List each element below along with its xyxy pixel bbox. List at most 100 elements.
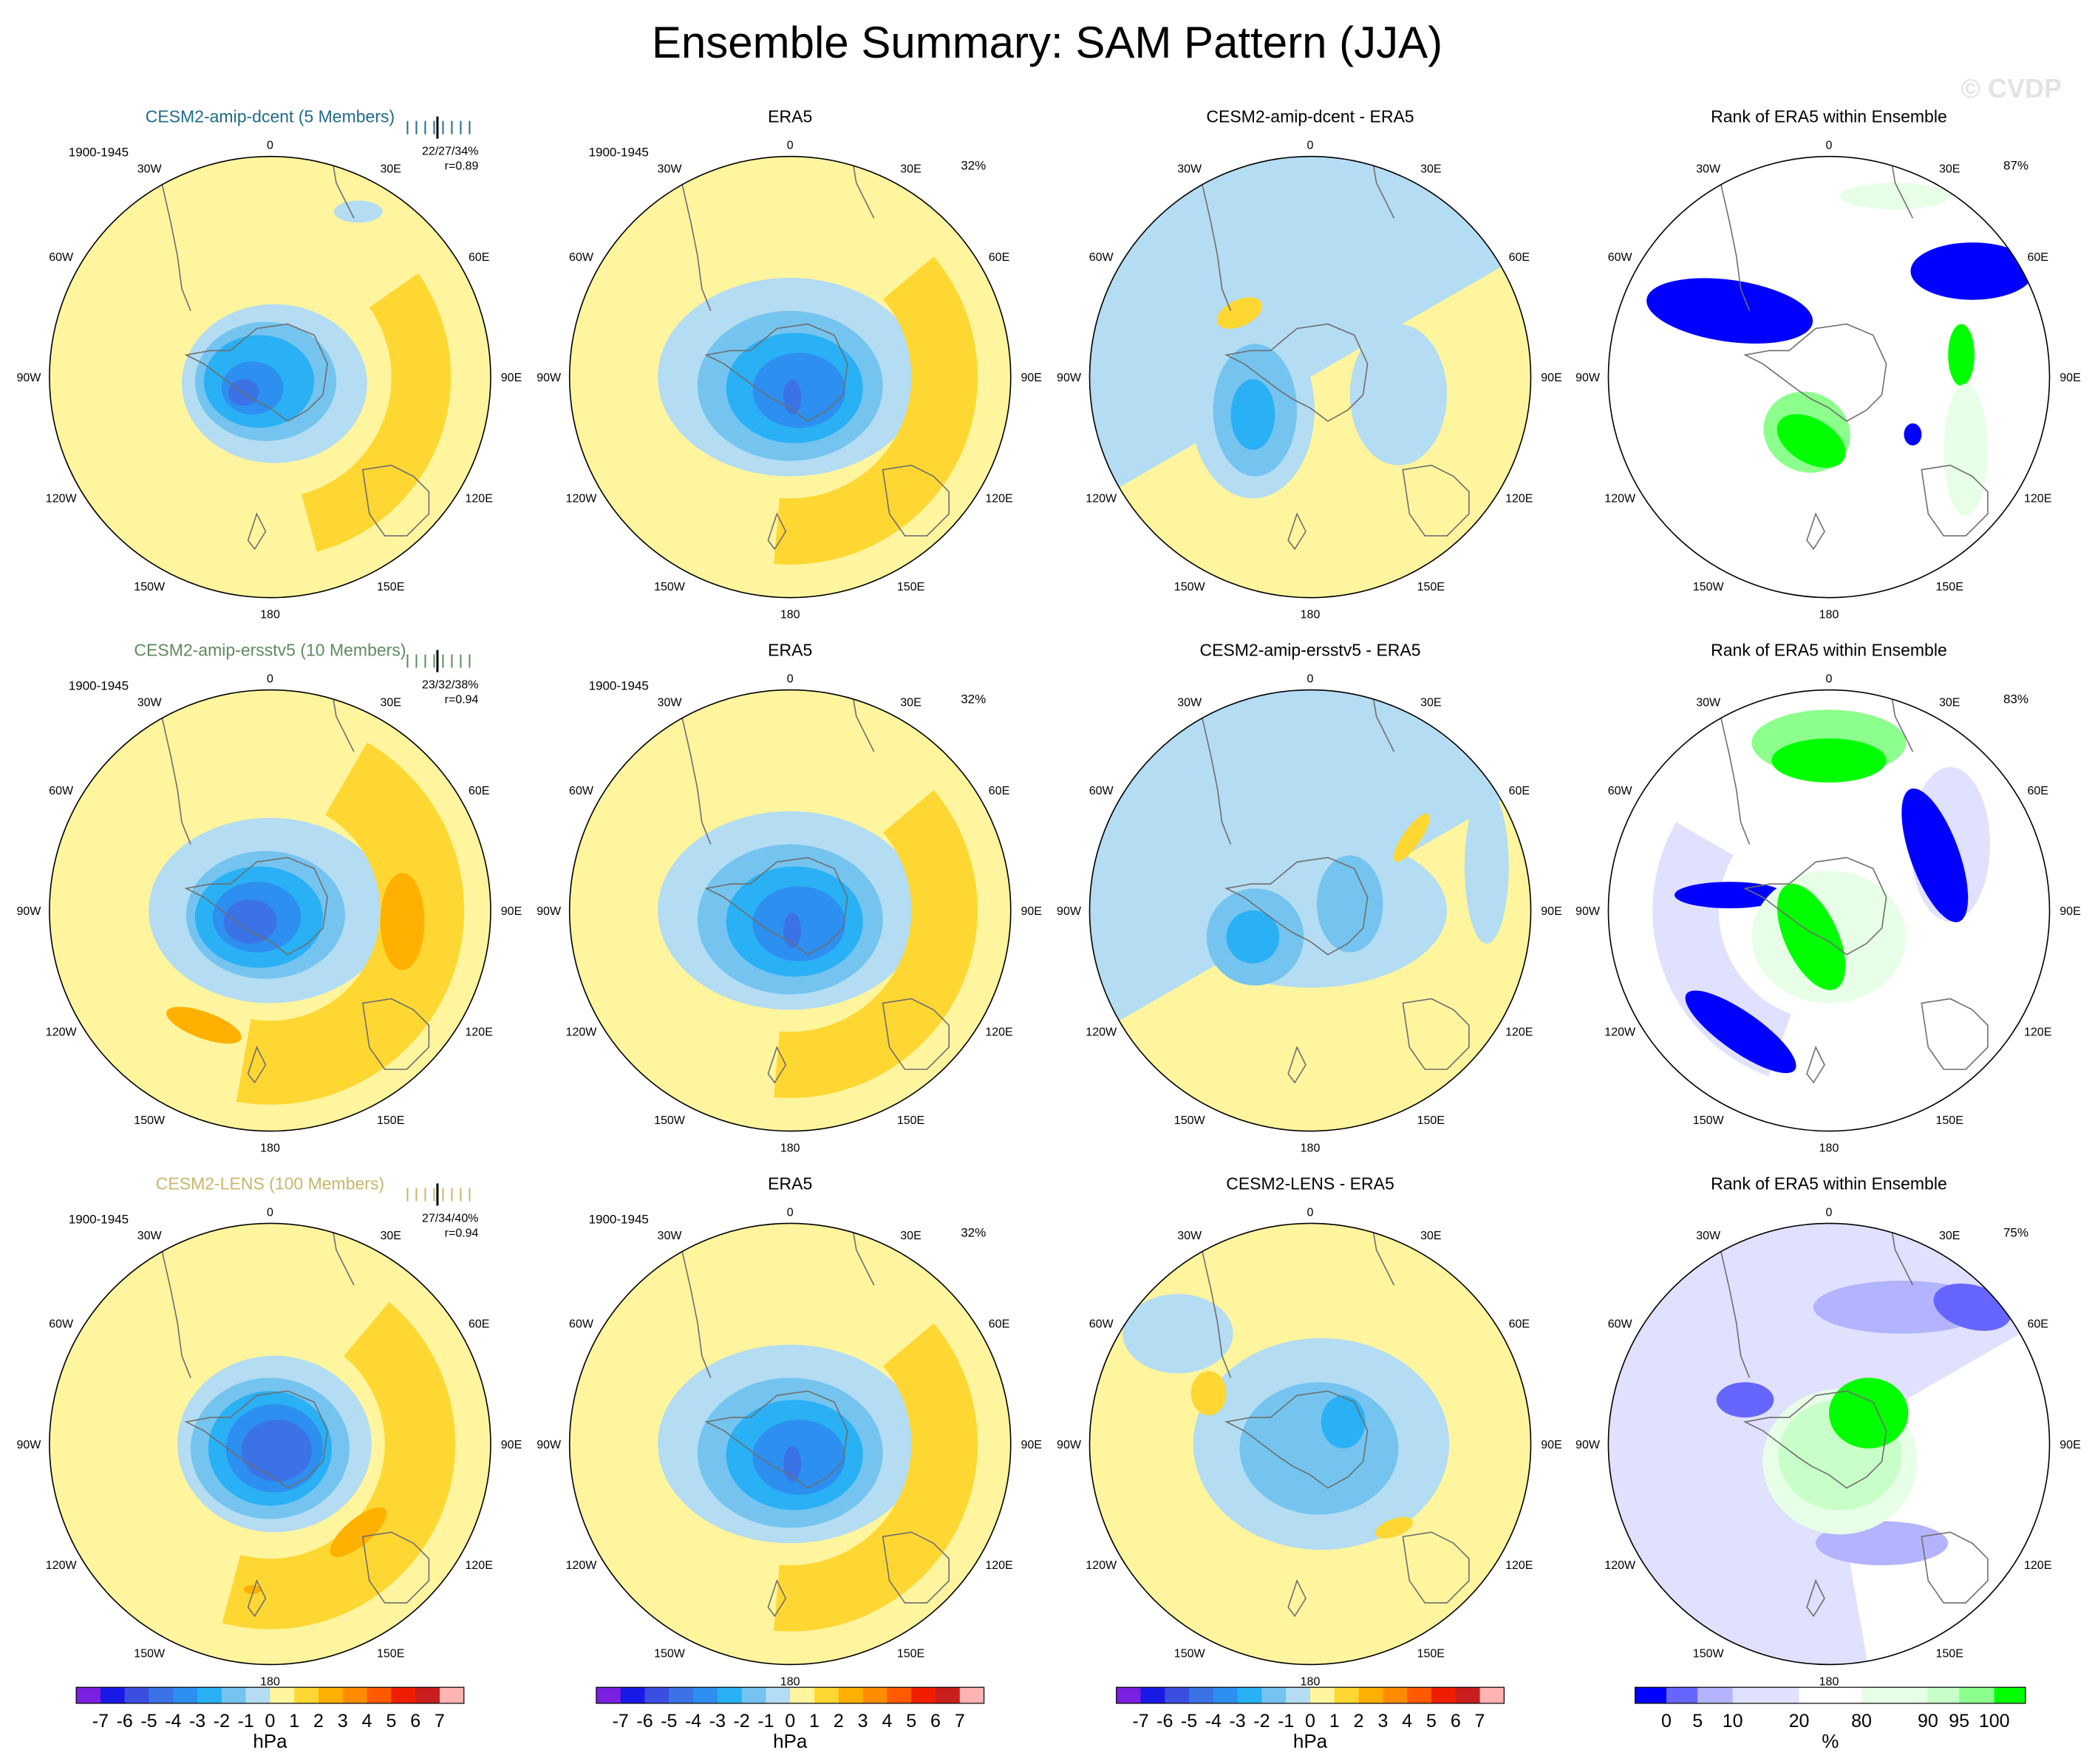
colorbar-label: -6	[1156, 1711, 1173, 1731]
lon-label: 60W	[1089, 251, 1114, 264]
colorbar-swatch	[367, 1687, 392, 1703]
lon-label: 90W	[536, 905, 562, 918]
colorbar-label: 0	[265, 1711, 276, 1731]
australia-outline	[1402, 1531, 1470, 1604]
contour-region	[380, 873, 425, 970]
spread-tick	[433, 120, 435, 134]
coastlines	[679, 689, 950, 1084]
australia-outline	[361, 998, 430, 1070]
model-r: r=0.89	[445, 160, 479, 173]
coastlines	[159, 689, 430, 1084]
longitude-labels: 0 30E 60E 90E 120E 150E 180 150W 120W 90W 60W 30W	[16, 673, 522, 1155]
lon-label: 30W	[1177, 1230, 1202, 1242]
lon-label: 90W	[1057, 905, 1082, 918]
contour-region	[1771, 738, 1887, 783]
obs-map-fill	[569, 156, 1011, 598]
colorbar-swatch	[294, 1687, 319, 1703]
spread-tick	[415, 120, 418, 134]
lon-label: 120E	[985, 1026, 1012, 1038]
lon-label: 30E	[1420, 163, 1441, 175]
longitude-labels: 0 30E 60E 90E 120E 150E 180 150W 120W 90W 60W 30W	[1057, 673, 1562, 1155]
colorbar-swatch	[1334, 1687, 1360, 1703]
lon-label: 60E	[469, 785, 489, 797]
lon-label: 60W	[49, 251, 74, 264]
colorbar-swatch	[173, 1687, 198, 1703]
lon-label: 150W	[654, 581, 686, 593]
lon-label: 90W	[1575, 1439, 1601, 1451]
contour-region	[1321, 1395, 1366, 1448]
colorbar-label: 2	[313, 1711, 324, 1731]
row-0: 0 30E 60E 90E 120E 150E 180 150W 120W 90W 60W 30W CE…	[16, 107, 2080, 622]
colorbar-label: -2	[1253, 1711, 1270, 1731]
coastlines	[159, 1223, 430, 1618]
lon-label: 150E	[377, 1648, 404, 1661]
lon-label: 60E	[989, 785, 1009, 797]
antarctica-outline	[704, 857, 848, 956]
period-label: 1900-1945	[589, 1212, 649, 1226]
diff-map-fill	[1089, 689, 1531, 1131]
model-title: CESM2-amip-dcent (5 Members)	[146, 107, 395, 126]
colorbar-swatch	[959, 1687, 985, 1703]
south-america-outline	[159, 1241, 191, 1378]
lon-label: 60W	[569, 251, 594, 264]
contour-region	[1839, 183, 1951, 210]
colorbar-swatch	[1994, 1687, 2026, 1703]
colorbar-label: 20	[1789, 1711, 1810, 1731]
lon-label: 120E	[985, 492, 1012, 505]
lon-label: 150W	[1174, 581, 1206, 593]
colorbar-label: -4	[685, 1711, 701, 1731]
lon-label: 150W	[134, 581, 166, 593]
colorbar-label: -2	[733, 1711, 749, 1731]
colorbar-label: -1	[238, 1711, 254, 1731]
longitude-labels: 0 30E 60E 90E 120E 150E 180 150W 120W 90W 60W 30W	[1057, 1206, 1562, 1688]
spread-tick	[415, 654, 418, 668]
colorbar-swatch	[1383, 1687, 1408, 1703]
obs-pct: 32%	[961, 1225, 986, 1239]
colorbar-swatch	[766, 1687, 791, 1703]
rank-map-fill	[1608, 156, 2050, 598]
rank-pct: 75%	[2003, 1225, 2028, 1239]
africa-outline	[851, 689, 875, 752]
longitude-labels: 0 30E 60E 90E 120E 150E 180 150W 120W 90W 60W 30W	[16, 140, 522, 622]
map-border	[568, 155, 1012, 599]
antarctica-outline	[704, 323, 848, 422]
colorbar-label: 7	[1475, 1711, 1485, 1731]
model-stats: 23/32/38%	[422, 679, 479, 692]
colorbar-label: -4	[1205, 1711, 1222, 1731]
lon-label: 150E	[1936, 581, 1963, 593]
lon-label: 120E	[2024, 1026, 2051, 1038]
lon-label: 120E	[1505, 1026, 1533, 1038]
colorbar-label: 5	[906, 1711, 916, 1731]
spread-tick	[442, 120, 444, 134]
map-border	[1607, 1222, 2051, 1666]
coastlines	[1717, 156, 1989, 551]
africa-outline	[331, 156, 355, 219]
spread-tick	[424, 654, 426, 668]
obs-tick	[436, 1183, 439, 1206]
spread-tick	[460, 654, 462, 668]
obs-title: ERA5	[768, 107, 812, 126]
lon-label: 90E	[501, 372, 522, 384]
lon-label: 150W	[654, 1648, 686, 1661]
africa-outline	[851, 1223, 875, 1286]
lon-label: 120W	[1604, 1559, 1636, 1572]
coastlines	[679, 156, 950, 551]
spread-tick	[415, 1188, 418, 1202]
lon-label: 0	[267, 140, 273, 152]
model-stats: 27/34/40%	[422, 1212, 479, 1225]
colorbar-swatch	[790, 1687, 815, 1703]
lon-label: 150W	[1693, 1114, 1725, 1127]
lon-label: 120W	[1086, 1559, 1117, 1572]
lon-label: 60W	[1608, 1318, 1633, 1331]
lon-label: 90W	[536, 372, 562, 384]
colorbar-label: 1	[1329, 1711, 1340, 1731]
period-label: 1900-1945	[69, 1212, 129, 1226]
lon-label: 120W	[46, 1026, 78, 1038]
south-america-outline	[1717, 707, 1751, 845]
lon-label: 30E	[1420, 1230, 1441, 1242]
africa-outline	[1890, 156, 1914, 219]
contour-region	[166, 1007, 242, 1044]
new-zealand-outline	[1287, 1579, 1307, 1618]
lon-label: 60W	[1608, 251, 1633, 264]
colorbar-swatch	[620, 1687, 645, 1703]
